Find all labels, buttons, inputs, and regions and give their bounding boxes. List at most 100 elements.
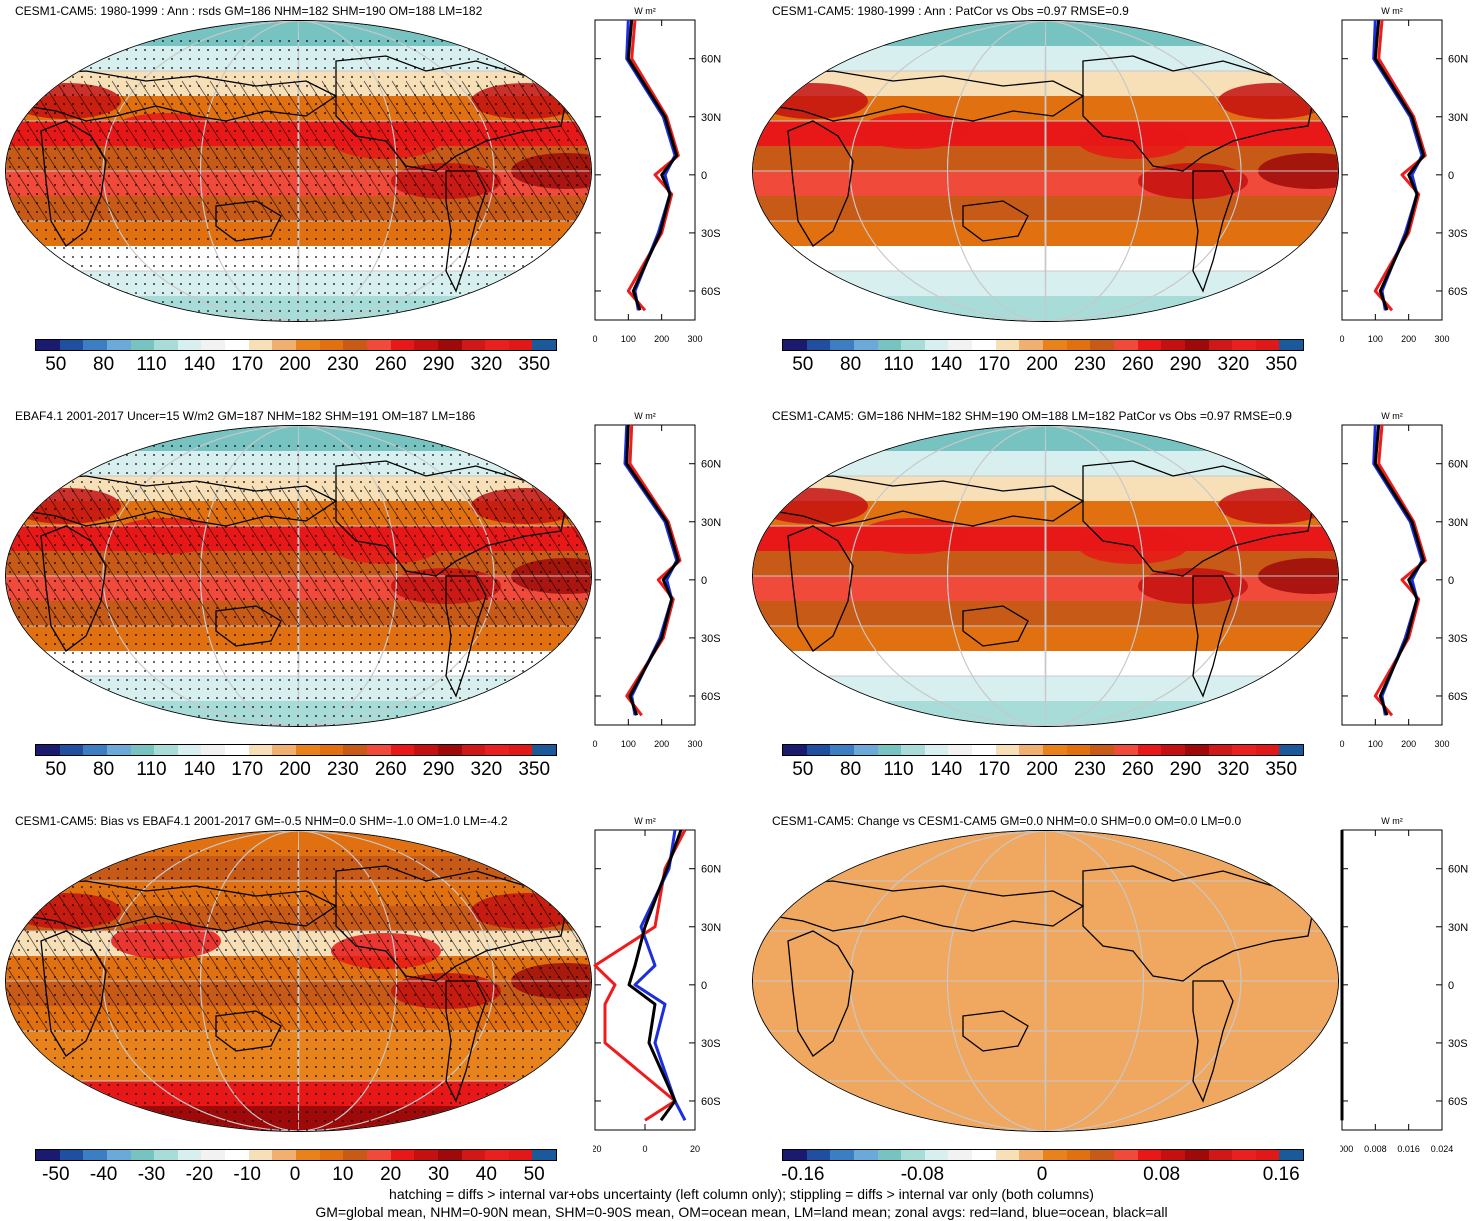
colorbar-swatch	[901, 1150, 925, 1160]
colorbar-swatch	[83, 745, 107, 755]
colorbar-swatch	[390, 745, 415, 755]
colorbar-swatch	[1113, 745, 1138, 755]
colorbar-label: 290	[1169, 354, 1202, 375]
colorbar-swatch	[1161, 745, 1185, 755]
colorbar-swatch	[972, 1150, 996, 1160]
colorbar-label: 320	[1217, 354, 1250, 375]
coastline	[1192, 575, 1234, 698]
colorbar-label: 20	[380, 1164, 402, 1185]
ytick-label: 30S	[701, 228, 721, 240]
colorbar-swatch	[995, 745, 1020, 755]
colorbar-swatch	[319, 745, 344, 755]
colorbar-swatch	[485, 340, 509, 350]
colorbar-label: 50	[792, 354, 814, 375]
colorbar-swatch	[1019, 1150, 1044, 1160]
xtick-label: 200	[1401, 739, 1416, 749]
ytick-label: 0	[1448, 980, 1454, 992]
ytick-label: 30N	[701, 517, 721, 529]
zonal-line-all	[625, 424, 680, 716]
colorbar-swatch	[1113, 340, 1138, 350]
field-feature	[471, 893, 581, 929]
colorbar-swatch	[154, 1150, 178, 1160]
zonal-mean-plot: W m² 60N 30N 0 30S 60S 0 100 200 300	[593, 411, 721, 749]
colorbar-swatch	[1043, 1150, 1067, 1160]
colorbar-swatch	[248, 1150, 273, 1160]
ytick-label: 60N	[701, 864, 721, 876]
panel-p6: CESM1-CAM5: Change vs CESM1-CAM5 GM=0.0 …	[752, 810, 1483, 1205]
colorbar-swatch	[485, 1150, 509, 1160]
colorbar-swatch	[830, 745, 854, 755]
colorbar-swatch	[177, 745, 202, 755]
colorbar-label: 230	[326, 759, 359, 780]
coastline	[40, 930, 107, 1057]
zonal-mean-plot: W m² 60N 30N 0 30S 60S 0 100 200 300	[1340, 6, 1468, 344]
colorbar-label: 140	[930, 759, 963, 780]
colorbar-label: -30	[137, 1164, 166, 1185]
colorbar-swatch	[106, 745, 131, 755]
colorbar-swatch	[414, 745, 438, 755]
panel-p3: EBAF4.1 2001-2017 Uncer=15 W/m2 GM=187 N…	[5, 405, 740, 800]
field-feature	[758, 488, 868, 524]
ytick-label: 30S	[701, 1038, 721, 1050]
field-feature	[1218, 83, 1328, 119]
ytick-label: 30N	[1448, 112, 1468, 124]
field-feature	[471, 83, 581, 119]
xtick-label: 0.016	[1397, 1144, 1420, 1154]
colorbar-label: 170	[978, 354, 1011, 375]
coastline	[215, 200, 282, 242]
world-map	[752, 830, 1339, 1132]
colorbar-label: -10	[233, 1164, 261, 1185]
colorbar-swatch	[272, 745, 297, 755]
panel-title: CESM1-CAM5: Change vs CESM1-CAM5 GM=0.0 …	[772, 814, 1242, 828]
ytick-label: 30N	[1448, 517, 1468, 529]
colorbar-swatch	[995, 340, 1020, 350]
colorbar-swatch	[532, 1150, 557, 1160]
colorbar-swatch	[1208, 1150, 1233, 1160]
coastline	[445, 980, 487, 1103]
colorbar-swatch	[948, 1150, 973, 1160]
colorbar-label: 140	[930, 354, 963, 375]
map-field	[6, 831, 591, 1131]
colorbar-swatch	[414, 1150, 438, 1160]
ytick-label: 0	[1448, 575, 1454, 587]
colorbar-swatch	[853, 340, 878, 350]
colorbar-swatch	[1232, 745, 1256, 755]
field-feature	[758, 83, 868, 119]
colorbar-swatch	[948, 340, 973, 350]
colorbar-swatch	[877, 1150, 902, 1160]
colorbar-swatch	[532, 745, 557, 755]
ytick-label: 60S	[701, 691, 721, 703]
zonal-line-all	[1373, 19, 1426, 311]
colorbar-swatch	[366, 745, 391, 755]
coastline	[762, 475, 1085, 527]
xtick-label: -20	[593, 1144, 602, 1154]
colorbar-swatch	[783, 1150, 807, 1160]
colorbar-label: 260	[1121, 354, 1154, 375]
colorbar-label: 50	[45, 354, 67, 375]
colorbar-label: 260	[374, 759, 407, 780]
ytick-label: 30S	[701, 633, 721, 645]
colorbar-label: 170	[978, 759, 1011, 780]
colorbar-labels: -0.16 -0.08 0 0.08 0.16	[781, 1164, 1302, 1186]
colorbar-swatch	[154, 745, 178, 755]
colorbar-swatch	[201, 1150, 226, 1160]
ytick-label: 30S	[1448, 633, 1468, 645]
colorbar-swatch	[36, 1150, 60, 1160]
colorbar-swatch	[853, 1150, 878, 1160]
panel-p1: CESM1-CAM5: 1980-1999 : Ann : rsds GM=18…	[5, 0, 740, 395]
colorbar	[782, 1149, 1304, 1161]
map-field	[753, 426, 1338, 726]
map-field	[753, 21, 1338, 321]
xtick-label: 0	[1340, 739, 1345, 749]
coastline	[40, 120, 107, 247]
colorbar-swatch	[972, 340, 996, 350]
colorbar-swatch	[59, 745, 84, 755]
colorbar-label: 0	[1036, 1164, 1048, 1185]
colorbar-label: 0.16	[1262, 1164, 1300, 1185]
colorbar-label: -0.16	[781, 1164, 825, 1185]
colorbar-label: 110	[883, 759, 914, 780]
colorbar-swatch	[1043, 745, 1067, 755]
colorbar-label: 290	[1169, 759, 1202, 780]
colorbar-swatch	[532, 340, 557, 350]
colorbar-label: 170	[231, 354, 264, 375]
